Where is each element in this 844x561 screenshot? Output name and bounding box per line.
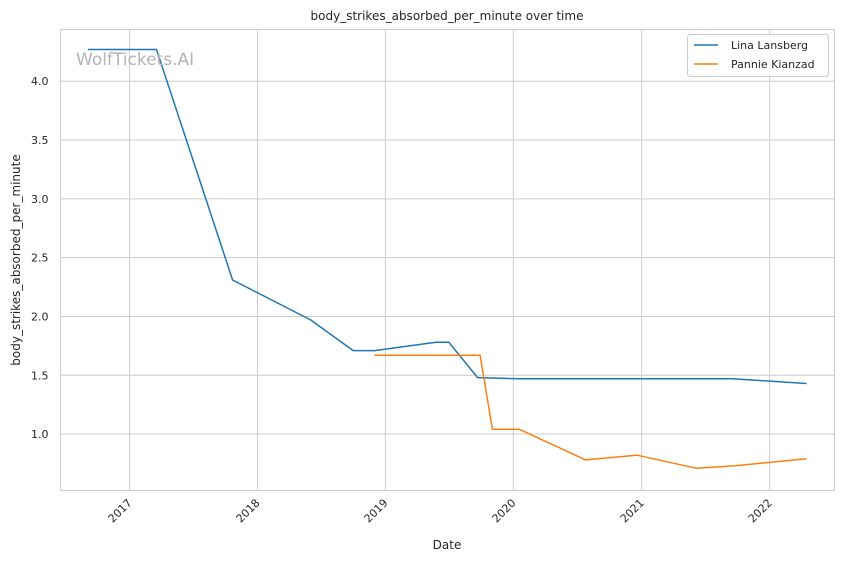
y-tick-labels: 1.0 1.5 2.0 2.5 3.0 3.5 4.0 [31, 75, 49, 441]
series-lines [87, 48, 807, 469]
y-tick-label: 2.0 [31, 310, 49, 323]
y-tick-label: 3.0 [31, 193, 49, 206]
y-tick-label: 1.0 [31, 428, 49, 441]
legend-label-1: Pannie Kianzad [731, 58, 815, 71]
y-tick-label: 3.5 [31, 134, 49, 147]
series-line-1 [374, 354, 807, 469]
grid-lines [60, 29, 835, 491]
y-tick-label: 1.5 [31, 369, 49, 382]
y-axis-label: body_strikes_absorbed_per_minute [9, 154, 23, 365]
y-tick-label: 2.5 [31, 252, 49, 265]
y-tick-label: 4.0 [31, 75, 49, 88]
legend: Lina Lansberg Pannie Kianzad [687, 34, 829, 77]
series-line-0 [87, 48, 807, 385]
legend-label-0: Lina Lansberg [731, 39, 808, 52]
chart-title: body_strikes_absorbed_per_minute over ti… [311, 9, 584, 23]
x-axis-label: Date [433, 538, 462, 552]
legend-box [687, 34, 829, 77]
plot-frame [60, 29, 835, 491]
watermark-text: WolfTickets.AI [76, 50, 194, 70]
